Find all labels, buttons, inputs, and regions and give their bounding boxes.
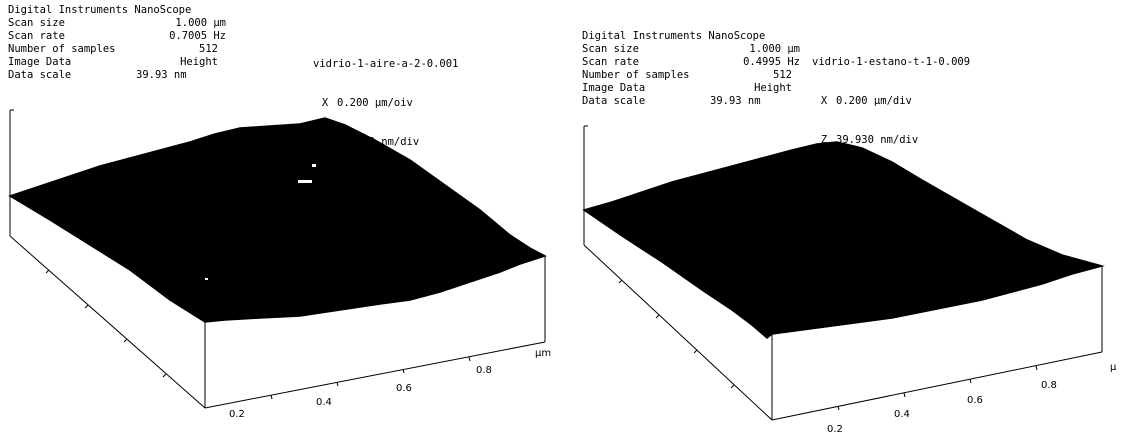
param-label: Image Data	[582, 82, 646, 94]
param-label: Data scale	[8, 69, 72, 81]
x-scale-value: 0.200 µm/div	[836, 95, 912, 107]
param-value: 0.7005 Hz	[169, 30, 226, 42]
param-value: 0.4995 Hz	[743, 56, 800, 68]
param-label: Scan size	[582, 43, 639, 55]
afm-panel-left: Digital Instruments NanoScope Scan size 1…	[8, 4, 551, 420]
x-scale-value: 0.200 µm/oiv	[337, 97, 413, 109]
param-value: 39.93 nm	[136, 69, 187, 81]
param-label: Number of samples	[8, 43, 116, 55]
instrument-header: Digital Instruments NanoScope	[582, 30, 766, 42]
scan-info-block: Digital Instruments NanoScope Scan size 1…	[8, 4, 226, 82]
param-value: Height	[180, 56, 218, 68]
instrument-header: Digital Instruments NanoScope	[8, 4, 192, 16]
tick-label: 0.4	[316, 397, 332, 408]
param-value: 1.000 µm	[749, 43, 800, 55]
scale-info-block: vidrio-1-aire-a-2-0.001 X0.200 µm/oiv Z3…	[313, 32, 458, 175]
param-value: 512	[773, 69, 792, 81]
tick-label: 0.8	[476, 365, 492, 376]
tick-label: 0.4	[894, 409, 910, 420]
scan-info-block: Digital Instruments NanoScope Scan size 1…	[582, 30, 800, 108]
surface-top	[582, 141, 1105, 339]
param-label: Scan rate	[8, 30, 65, 42]
image-title: vidrio-1-aire-a-2-0.001	[313, 58, 459, 70]
param-value: 39.93 nm	[710, 95, 761, 107]
tick-label: 0.8	[1041, 380, 1057, 391]
x-axis-letter: X	[820, 95, 828, 107]
param-label: Scan size	[8, 17, 65, 29]
axis-unit-label: µm	[535, 348, 551, 359]
param-value: 1.000 µm	[175, 17, 226, 29]
param-value: Height	[754, 82, 792, 94]
param-label: Data scale	[582, 95, 646, 107]
tick-label: 0.6	[967, 395, 983, 406]
tick-label: 0.6	[396, 383, 412, 394]
surface-top	[8, 117, 547, 323]
tick-label: 0.2	[827, 424, 843, 435]
surface-plot-left: 0.2 0.4 0.6 0.8 µm	[8, 109, 551, 420]
param-label: Scan rate	[582, 56, 639, 68]
param-label: Image Data	[8, 56, 72, 68]
z-scale-value: 39.930 nm/div	[836, 134, 919, 146]
scale-info-block: vidrio-1-estano-t-1-0.009 X 0.200 µm/div …	[812, 30, 970, 173]
param-value: 512	[199, 43, 218, 55]
surface-plot-right: 0.2 0.4 0.6 0.8 µ	[582, 125, 1117, 435]
afm-panel-right: Digital Instruments NanoScope Scan size 1…	[562, 0, 1124, 437]
param-label: Number of samples	[582, 69, 690, 81]
z-axis-letter: Z	[820, 134, 828, 146]
axis-unit-label: µ	[1110, 362, 1117, 373]
x-axis-letter: X	[321, 97, 329, 109]
tick-label: 0.2	[229, 409, 245, 420]
image-title: vidrio-1-estano-t-1-0.009	[812, 56, 971, 68]
